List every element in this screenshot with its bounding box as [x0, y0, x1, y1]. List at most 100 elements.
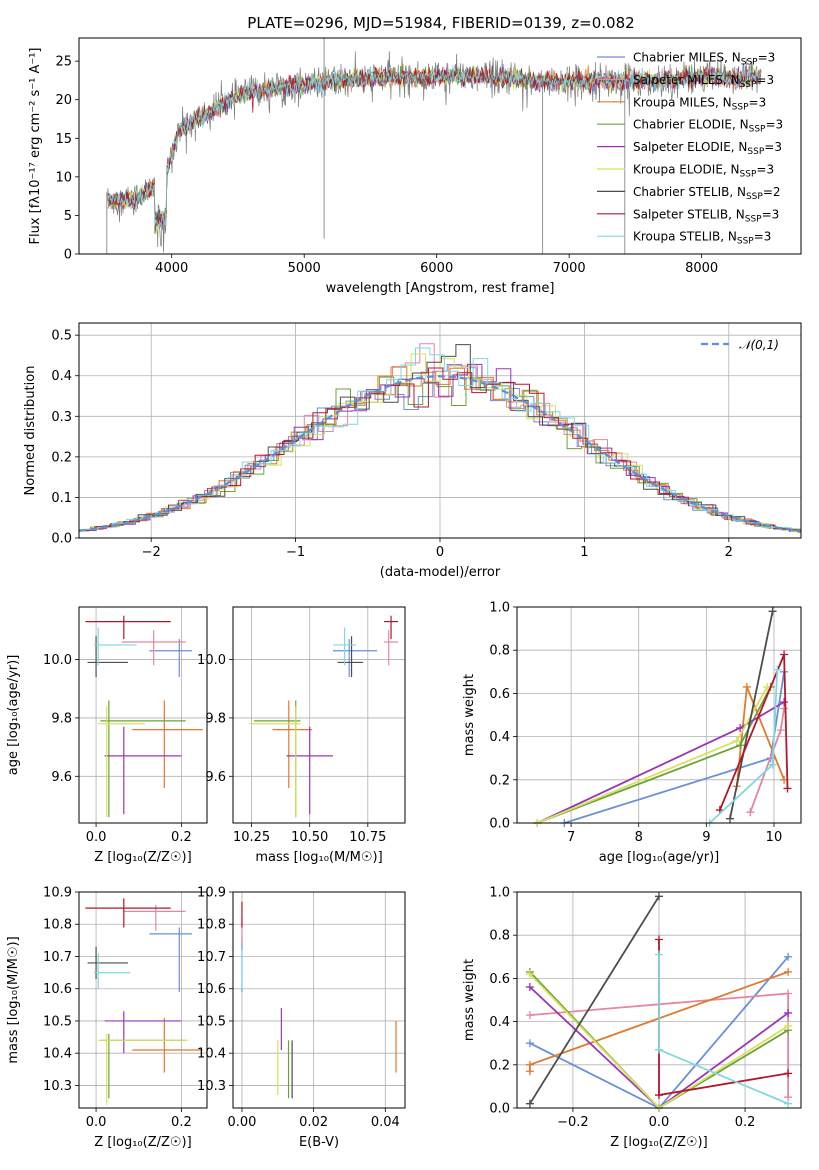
y-tick-label: 10.4	[43, 1047, 72, 1062]
weight-point-marker	[773, 665, 782, 674]
x-tick-label: 1	[580, 545, 588, 560]
histogram-step	[79, 366, 801, 532]
x-tick-label: 7000	[553, 261, 586, 276]
weight-line	[658, 954, 789, 1105]
weight-point-marker	[780, 650, 789, 659]
y-tick-label: 0.5	[51, 329, 72, 344]
y-tick-label: 10.4	[197, 1047, 226, 1062]
histogram-step	[81, 367, 801, 532]
y-tick-label: 1.0	[489, 886, 510, 901]
y-tick-label: 0	[64, 248, 72, 263]
mass-vs-ebv-panel: 0.00 0.02 0.04 10.3 10.4 10.5 10.6 10.7 10.8 10.9…	[197, 886, 406, 1150]
weight-point-marker	[655, 1045, 663, 1054]
y-tick-label: 10.0	[197, 653, 226, 668]
weight-point-marker	[525, 1099, 534, 1108]
weight-line	[536, 686, 772, 824]
weight-point-marker	[784, 967, 793, 976]
y-tick-label: 9.6	[205, 770, 226, 785]
legend-entry: Kroupa STELIB, NSSP=3	[633, 230, 771, 247]
y-axis-label: mass weight	[462, 959, 477, 1041]
x-tick-label: −1	[286, 545, 305, 560]
y-axis-label: age [log₁₀(age/yr)]	[6, 655, 21, 776]
x-tick-label: 0.2	[171, 830, 192, 845]
plot-frame	[232, 891, 406, 1109]
x-tick-label: 10.25	[233, 830, 270, 845]
weight-line	[536, 701, 785, 824]
plot-frame	[232, 606, 406, 824]
x-tick-label: 5000	[288, 261, 321, 276]
x-axis-label: mass [log₁₀(M/M☉)]	[255, 850, 382, 865]
x-tick-label: 0.04	[371, 1115, 400, 1130]
y-axis-label: mass [log₁₀(M/M☉)]	[6, 936, 21, 1063]
weight-point-marker	[783, 784, 792, 793]
weight-point-marker	[784, 1021, 793, 1030]
weight-vs-age-panel: 7 8 9 10 0.0 0.2 0.4 0.6 0.8 1.0 age [log₁₀(age/yr…	[462, 601, 802, 865]
y-tick-label: 10.9	[43, 886, 72, 901]
weight-point-marker	[768, 760, 777, 769]
y-tick-label: 10.3	[43, 1079, 72, 1094]
x-tick-label: 0	[436, 545, 444, 560]
y-tick-label: 10.5	[197, 1014, 226, 1029]
x-tick-label: −0.2	[557, 1115, 589, 1130]
weight-point-marker	[736, 723, 745, 732]
x-axis-label: age [log₁₀(age/yr)]	[599, 850, 720, 865]
x-axis-label: Z [log₁₀(Z/Z☉)]	[94, 1135, 191, 1150]
y-tick-label: 10.6	[43, 982, 72, 997]
legend-entry: Chabrier STELIB, NSSP=2	[633, 185, 781, 202]
weight-point-marker	[732, 736, 741, 745]
y-tick-label: 0.0	[489, 1102, 510, 1117]
y-axis-label: Flux [fλ10⁻¹⁷ erg cm⁻² s⁻¹ A⁻¹]	[28, 48, 43, 245]
weight-point-marker	[655, 950, 663, 959]
x-tick-label: 0.2	[171, 1115, 192, 1130]
y-tick-label: 10.5	[43, 1014, 72, 1029]
weight-line	[729, 611, 774, 819]
x-axis-label: wavelength [Angstrom, rest frame]	[326, 281, 555, 296]
y-tick-label: 0.8	[489, 644, 510, 659]
x-tick-label: 8000	[685, 261, 718, 276]
weight-point-marker	[525, 1060, 534, 1069]
weight-point-marker	[784, 952, 793, 961]
y-tick-label: 15	[55, 132, 72, 147]
y-tick-label: 0.2	[489, 773, 510, 788]
weight-point-marker	[784, 989, 793, 998]
y-tick-label: 10.9	[197, 886, 226, 901]
x-axis-label: E(B-V)	[299, 1135, 339, 1150]
y-tick-label: 20	[55, 93, 72, 108]
y-tick-label: 0.6	[489, 972, 510, 987]
legend-entry: Kroupa ELODIE, NSSP=3	[633, 163, 774, 180]
chart-title: PLATE=0296, MJD=51984, FIBERID=0139, z=0…	[247, 14, 634, 32]
y-tick-label: 9.6	[51, 770, 72, 785]
y-tick-label: 0.6	[489, 687, 510, 702]
weight-point-marker	[768, 607, 777, 616]
weight-point-marker	[780, 698, 789, 707]
weight-point-marker	[726, 814, 734, 823]
histogram-step	[79, 343, 801, 532]
weight-point-marker	[525, 970, 534, 979]
weight-point-marker	[655, 935, 663, 944]
weight-point-marker	[655, 892, 663, 901]
x-tick-label: 2	[725, 545, 733, 560]
plot-frame	[78, 37, 802, 255]
x-tick-label: 4000	[155, 261, 188, 276]
y-tick-label: 9.8	[51, 711, 72, 726]
x-axis-label: Z [log₁₀(Z/Z☉)]	[610, 1135, 707, 1150]
x-tick-label: 10	[766, 830, 783, 845]
legend-entry: Chabrier ELODIE, NSSP=3	[633, 118, 783, 135]
x-tick-label: 10.75	[349, 830, 386, 845]
legend-entry: Salpeter STELIB, NSSP=3	[633, 207, 779, 224]
weight-point-marker	[736, 741, 745, 750]
weight-point-marker	[742, 682, 751, 691]
x-tick-label: 0.02	[299, 1115, 328, 1130]
y-tick-label: 10.8	[197, 918, 226, 933]
weight-vs-z-panel: −0.2 0.0 0.2 0.0 0.2 0.4 0.6 0.8 1.0 Z [log₁₀(Z/Z…	[462, 886, 802, 1150]
y-tick-label: 0.4	[489, 1015, 510, 1030]
y-tick-label: 5	[64, 209, 72, 224]
spectrum-panel: 4000 5000 6000 7000 8000 0 5 10 15 20 25 wavelength…	[28, 37, 802, 296]
weight-point-marker	[784, 1008, 793, 1017]
y-tick-label: 0.8	[489, 929, 510, 944]
y-tick-label: 10	[55, 170, 72, 185]
plot-frame	[516, 606, 802, 824]
y-tick-label: 10.3	[197, 1079, 226, 1094]
x-tick-label: 9	[702, 830, 710, 845]
